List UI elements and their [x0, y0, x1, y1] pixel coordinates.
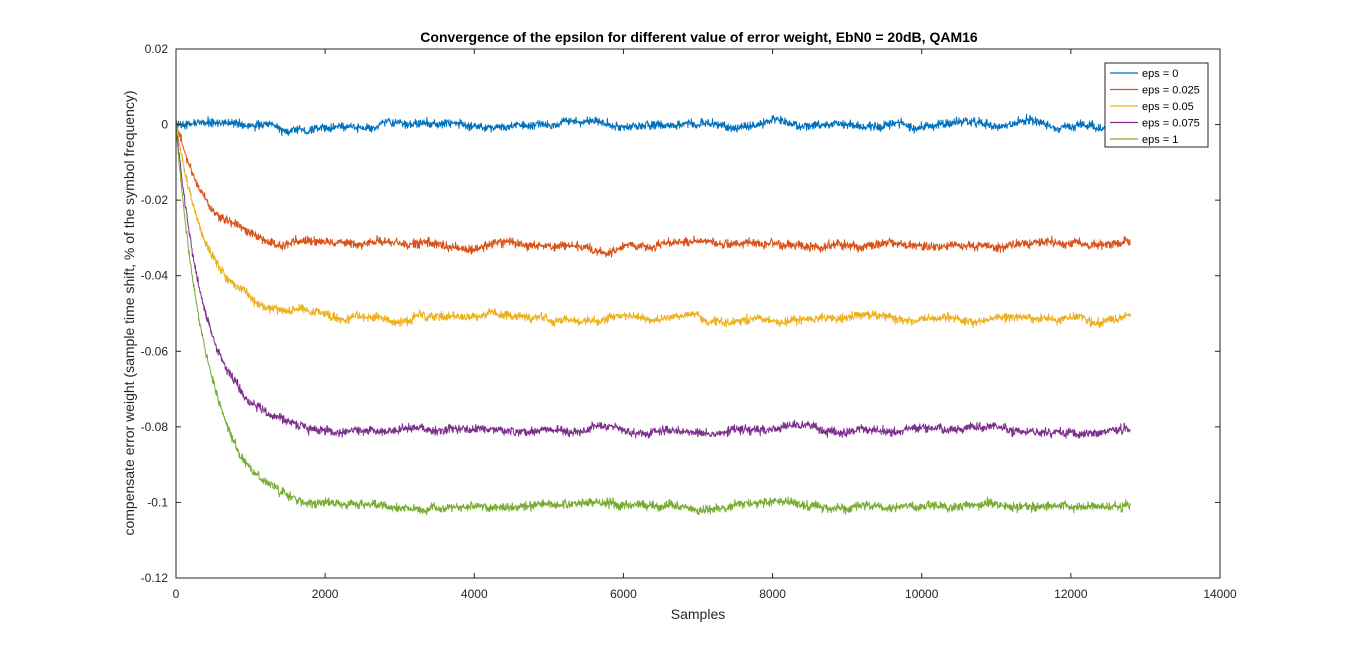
x-tick-label: 12000 [1054, 587, 1088, 601]
tick-layer: 0 2000 4000 6000 8000 10000 12000 14000 0.02 0 -0.… [141, 42, 1237, 601]
y-tick-label: -0.06 [141, 344, 169, 358]
series-layer [175, 113, 1131, 516]
legend-box [1104, 62, 1209, 148]
y-tick-label: -0.08 [141, 420, 169, 434]
legend-label: eps = 0 [1142, 68, 1178, 80]
x-tick-label: 14000 [1203, 587, 1237, 601]
legend[interactable]: eps = 0 eps = 0.025 eps = 0.05 eps = 0.075 e… [1104, 62, 1209, 148]
y-tick-label: 0.02 [145, 42, 169, 56]
x-tick-label: 6000 [610, 587, 637, 601]
x-tick-label: 2000 [312, 587, 339, 601]
y-tick-label: -0.1 [147, 495, 168, 509]
y-tick-label: -0.12 [141, 571, 169, 585]
y-tick-label: -0.02 [141, 193, 169, 207]
series-line-5 [175, 126, 1131, 516]
legend-label: eps = 0.025 [1142, 85, 1200, 97]
chart-title: Convergence of the epsilon for different… [420, 29, 978, 45]
x-tick-label: 8000 [759, 587, 786, 601]
x-tick-label: 4000 [461, 587, 488, 601]
series-line-4 [175, 124, 1131, 439]
x-axis-label: Samples [671, 606, 725, 622]
legend-label: eps = 0.075 [1142, 118, 1200, 130]
series-line-1 [175, 113, 1131, 136]
x-tick-label: 10000 [905, 587, 939, 601]
legend-label: eps = 0.05 [1142, 101, 1194, 113]
axes-box [175, 48, 1221, 579]
y-axis-label: compensate error weight (sample time shi… [121, 90, 137, 535]
plot-area: 0 2000 4000 6000 8000 10000 12000 14000 0.02 0 -0.… [141, 42, 1237, 601]
y-tick-label: 0 [161, 118, 168, 132]
x-tick-label: 0 [173, 587, 180, 601]
legend-label: eps = 1 [1142, 134, 1178, 146]
legend-items: eps = 0 eps = 0.025 eps = 0.05 eps = 0.075 e… [1110, 68, 1200, 146]
series-line-3 [175, 123, 1131, 329]
y-tick-label: -0.04 [141, 269, 169, 283]
series-line-2 [175, 120, 1131, 258]
